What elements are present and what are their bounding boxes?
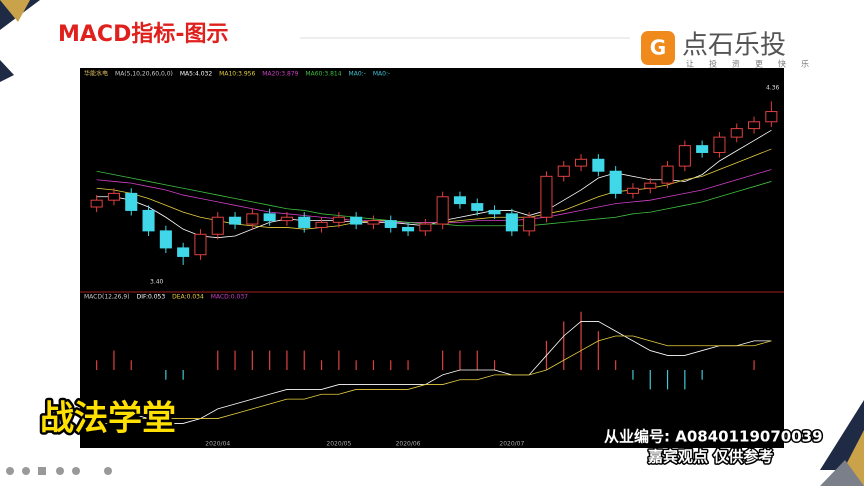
- slogan-char: 更: [755, 60, 763, 69]
- chart-bg: [80, 68, 784, 448]
- tool-icon[interactable]: [72, 467, 80, 475]
- legend-item: MA10:3.956: [219, 71, 255, 78]
- badge: 战法学堂: [40, 399, 176, 439]
- slogan-char: 让: [686, 59, 694, 69]
- candle-body: [263, 213, 276, 222]
- candle-body: [523, 216, 536, 232]
- macd-legend: MACD(12,26,9): [84, 294, 130, 301]
- candle-body: [488, 209, 501, 215]
- candle-body: [644, 182, 657, 189]
- macd-legend: MACD:0.037: [211, 294, 248, 301]
- legend-item: MA20:3.879: [262, 71, 298, 78]
- candle-body: [367, 220, 380, 225]
- candle-body: [280, 216, 293, 222]
- slogan: 让投资更快乐: [686, 59, 809, 69]
- macd-legend: DEA:0.034: [172, 294, 204, 301]
- candle-body: [298, 216, 311, 228]
- candle-body: [626, 187, 639, 194]
- slide-title: MACD指标-图示: [58, 21, 228, 47]
- ma-line: [96, 129, 772, 239]
- license: 从业编号: A0840119070039: [604, 428, 823, 446]
- candle-body: [107, 192, 120, 201]
- corner-deco: [0, 0, 30, 22]
- legend-item: MA60:3.814: [305, 71, 341, 78]
- candle-body: [125, 192, 138, 211]
- slogan-char: 快: [778, 59, 786, 69]
- candle-body: [90, 199, 103, 208]
- slogan-char: 资: [732, 59, 740, 69]
- candle-body: [730, 128, 743, 138]
- x-tick-label: 2020/07: [499, 441, 524, 448]
- candle-body: [696, 145, 709, 153]
- slogan-char: 投: [709, 59, 717, 69]
- candle-body: [609, 170, 622, 194]
- candle-body: [402, 226, 415, 232]
- corner-deco: [820, 460, 864, 486]
- player-toolbar: [6, 467, 112, 475]
- candle-body: [332, 216, 345, 223]
- candle-body: [453, 196, 466, 205]
- slogan-char: 乐: [801, 59, 809, 69]
- candle-body: [419, 223, 432, 232]
- macd-line: [96, 321, 772, 424]
- candle-body: [557, 165, 570, 177]
- legend-item: MA5:4.032: [180, 71, 212, 78]
- ma-line: [96, 169, 772, 223]
- logo-glyph: G: [650, 36, 666, 60]
- candle-body: [350, 216, 363, 225]
- candle-body: [315, 221, 328, 228]
- candle-body: [194, 233, 207, 256]
- candle-body: [661, 165, 674, 184]
- tool-icon[interactable]: [104, 467, 112, 475]
- low-label: 3.40: [150, 279, 164, 286]
- chart: 华能水电 MA(5,10,20,60,0,0) MA5:4.032 MA10:3.95…: [84, 70, 780, 448]
- candle-body: [177, 247, 190, 257]
- candle-body: [592, 158, 605, 172]
- candle-body: [229, 216, 242, 225]
- corner-deco: [0, 60, 14, 82]
- candle-body: [540, 175, 553, 218]
- tool-icon[interactable]: [22, 467, 30, 475]
- logo-text: 点石乐投: [682, 31, 786, 61]
- candle-body: [748, 121, 761, 130]
- legend-item: 华能水电: [84, 70, 108, 78]
- legend-item: MA0:-: [349, 71, 366, 78]
- candle-body: [384, 220, 397, 228]
- macd-legend: DIF:0.053: [137, 294, 166, 301]
- tool-icon[interactable]: [56, 467, 64, 475]
- legend-item: MA0:-: [373, 71, 390, 78]
- ma-line: [96, 170, 772, 227]
- logo-icon: [641, 31, 675, 65]
- candle-body: [765, 111, 778, 123]
- x-tick-label: 2020/06: [396, 441, 421, 448]
- macd-line: [96, 335, 772, 424]
- candle-body: [471, 203, 484, 211]
- candle-body: [678, 145, 691, 167]
- candle-body: [211, 216, 224, 235]
- tool-icon[interactable]: [38, 467, 46, 475]
- candle-body: [505, 213, 518, 232]
- candle-body: [436, 196, 449, 225]
- candle-body: [713, 136, 726, 153]
- disclaimer: 嘉宾观点 仅供参考: [647, 448, 773, 466]
- x-tick-label: 2020/04: [205, 441, 230, 448]
- tool-icon[interactable]: [6, 467, 14, 475]
- x-tick-label: 2020/05: [326, 441, 351, 448]
- legend-item: MA(5,10,20,60,0,0): [115, 71, 173, 78]
- high-label: 4.36: [766, 85, 780, 92]
- candle-body: [159, 230, 172, 249]
- candle-body: [142, 209, 155, 232]
- candle-body: [575, 158, 588, 167]
- candle-body: [246, 213, 259, 225]
